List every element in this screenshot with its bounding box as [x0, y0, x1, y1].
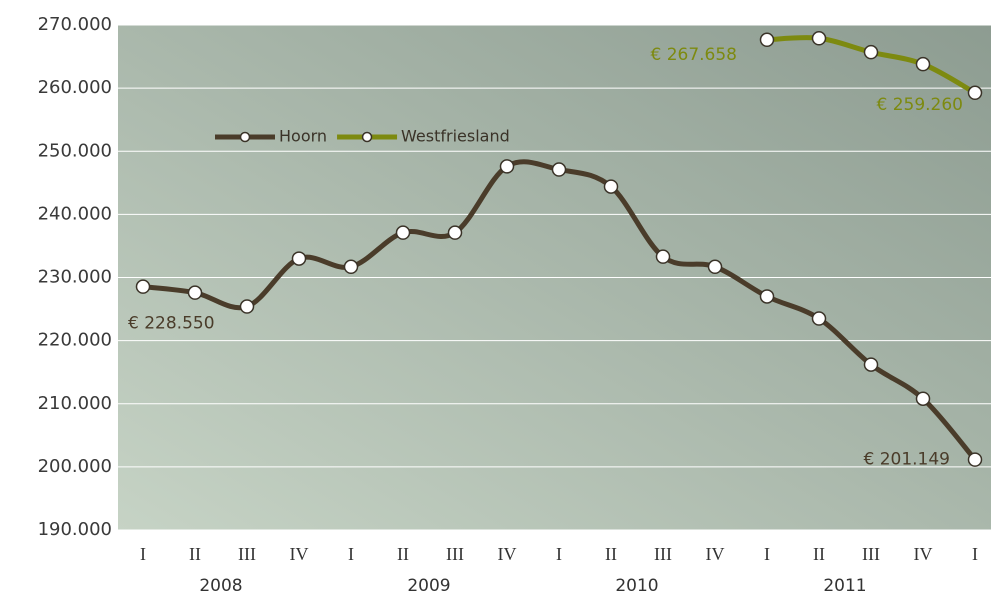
legend-label: Hoorn	[279, 127, 327, 146]
point-marker	[655, 249, 671, 264]
value-label: € 228.550	[128, 314, 215, 334]
point-marker	[967, 452, 983, 467]
point-marker	[603, 179, 619, 194]
y-tick-label: 240.000	[38, 203, 112, 224]
x-tick-label: II	[813, 544, 825, 564]
x-tick-label: II	[397, 544, 409, 564]
legend-marker	[239, 131, 251, 143]
legend-label: Westfriesland	[401, 127, 510, 146]
point-marker	[447, 225, 463, 240]
y-tick-label: 200.000	[38, 456, 112, 477]
y-tick-label: 230.000	[38, 267, 112, 288]
point-marker	[499, 159, 515, 174]
point-marker	[811, 311, 827, 326]
x-tick-label: I	[348, 544, 354, 564]
x-tick-label: II	[605, 544, 617, 564]
point-marker	[811, 31, 827, 46]
year-label: 2010	[615, 576, 658, 596]
legend-marker	[361, 131, 373, 143]
x-tick-label: III	[654, 544, 672, 564]
value-label: € 201.149	[863, 450, 950, 470]
y-tick-label: 220.000	[38, 330, 112, 351]
point-marker	[759, 289, 775, 304]
point-marker	[551, 162, 567, 177]
x-tick-label: I	[972, 544, 978, 564]
x-tick-label: IV	[498, 544, 517, 564]
value-label: € 267.658	[650, 45, 737, 65]
x-tick-label: IV	[706, 544, 725, 564]
x-tick-label: III	[862, 544, 880, 564]
x-tick-label: III	[446, 544, 464, 564]
y-tick-label: 260.000	[38, 77, 112, 98]
x-tick-label: I	[140, 544, 146, 564]
y-tick-label: 190.000	[38, 519, 112, 540]
x-tick-label: IV	[914, 544, 933, 564]
year-label: 2009	[407, 576, 450, 596]
x-tick-label: IV	[290, 544, 309, 564]
point-marker	[863, 357, 879, 372]
x-tick-label: III	[238, 544, 256, 564]
point-marker	[187, 285, 203, 300]
point-marker	[759, 32, 775, 48]
x-tick-label: II	[189, 544, 201, 564]
y-tick-label: 250.000	[38, 140, 112, 161]
point-marker	[967, 85, 983, 101]
y-tick-label: 210.000	[38, 393, 112, 414]
point-marker	[915, 391, 931, 406]
point-marker	[291, 251, 307, 266]
x-tick-label: I	[556, 544, 562, 564]
point-marker	[707, 259, 723, 275]
point-marker	[915, 56, 931, 72]
year-label: 2011	[823, 576, 866, 596]
point-marker	[395, 225, 411, 240]
point-marker	[343, 259, 359, 275]
x-tick-label: I	[764, 544, 770, 564]
value-label: € 259.260	[876, 95, 963, 115]
point-marker	[135, 279, 151, 294]
y-tick-label: 270.000	[38, 14, 112, 35]
point-marker	[239, 299, 255, 314]
year-label: 2008	[199, 576, 242, 596]
point-marker	[863, 44, 879, 60]
